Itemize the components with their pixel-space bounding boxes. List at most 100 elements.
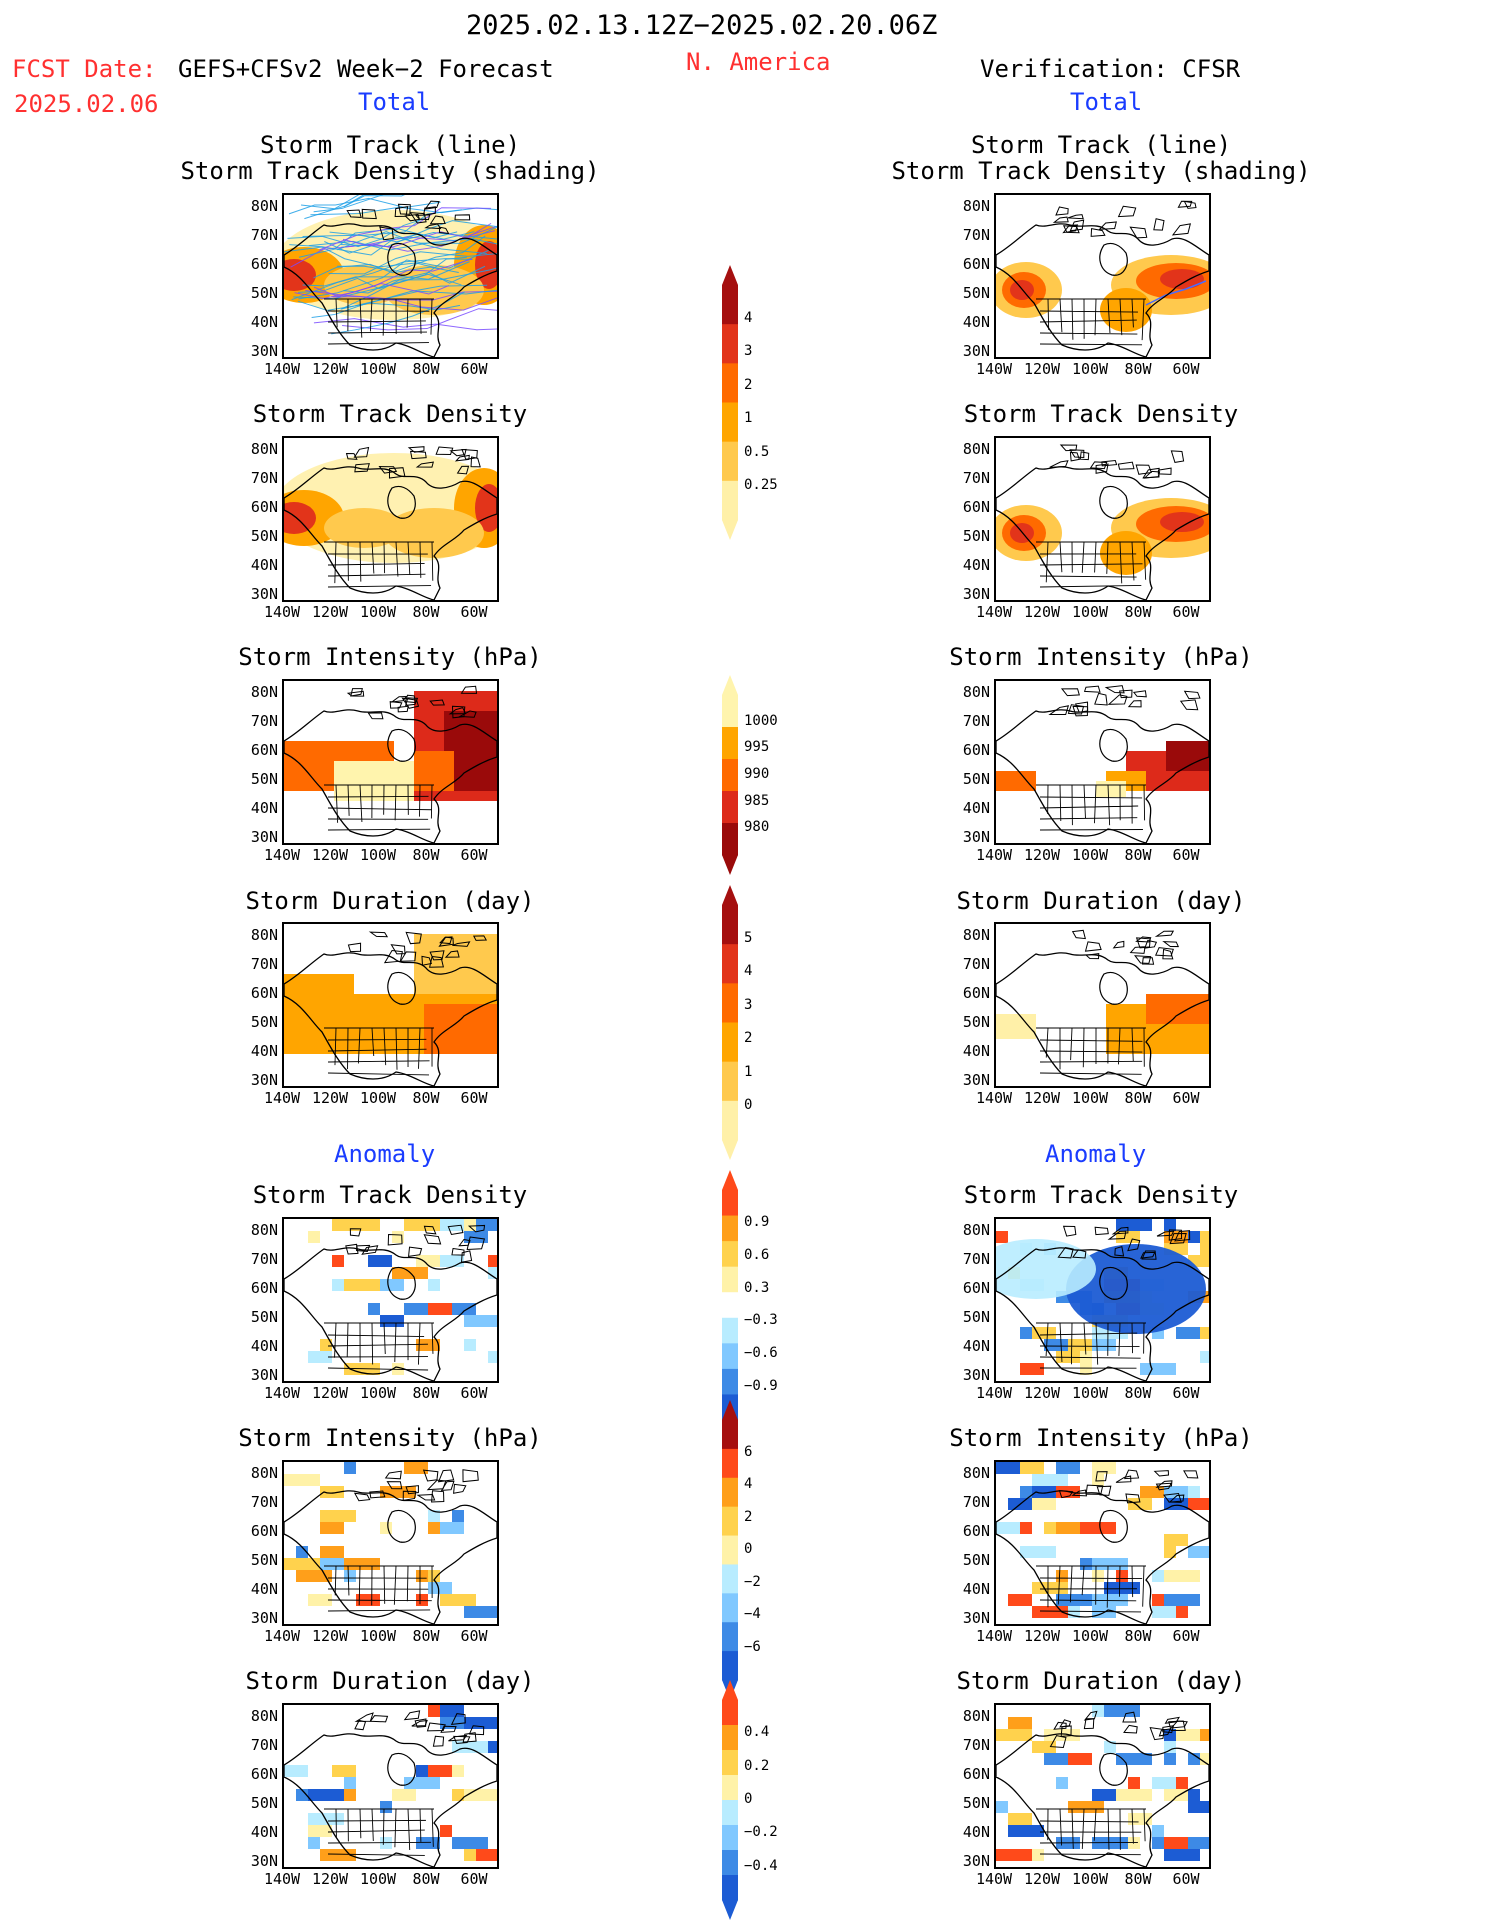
colorbar-segment — [722, 1750, 738, 1776]
island-outline — [456, 465, 470, 475]
island-outline — [435, 446, 454, 455]
shading-cell — [368, 1303, 380, 1315]
island-outline — [1090, 228, 1106, 237]
lon-tick-label: 80W — [1124, 1870, 1152, 1888]
storm-track-line — [313, 258, 473, 298]
lon-tick-label: 100W — [1071, 360, 1109, 378]
island-outline — [1067, 704, 1085, 715]
shading-cell — [1146, 994, 1209, 1024]
lon-tick-label: 100W — [1071, 1089, 1109, 1107]
lat-tick-label: 70N — [250, 712, 278, 730]
colorbar-segment — [722, 823, 738, 856]
island-outline — [345, 453, 358, 460]
shading-cell — [488, 1267, 497, 1279]
island-outline — [1049, 1735, 1067, 1749]
lon-tick-label: 80W — [412, 1627, 440, 1645]
shading-cell — [464, 1339, 476, 1351]
island-outline — [1129, 946, 1146, 954]
coastline — [996, 709, 1209, 843]
island-outline — [354, 463, 370, 473]
lat-tick-label: 80N — [250, 197, 278, 215]
shading-cell — [464, 1789, 497, 1801]
shading-blob — [1066, 1244, 1206, 1334]
shading-cell — [1104, 1582, 1140, 1594]
shading-cell — [1188, 1837, 1209, 1849]
lon-tick-label: 80W — [1124, 1089, 1152, 1107]
island-outline — [461, 448, 478, 460]
island-outline — [1114, 1245, 1125, 1257]
colorbar-tick-label: −0.3 — [744, 1312, 778, 1329]
island-outline — [361, 1245, 379, 1255]
coastline — [996, 466, 1209, 600]
lon-tick-label: 120W — [1023, 360, 1061, 378]
shading-cell — [404, 1303, 428, 1315]
shading-cell — [440, 1705, 464, 1717]
shading-blob — [475, 484, 497, 532]
lat-tick-label: 50N — [250, 284, 278, 302]
lat-tick-label: 40N — [250, 1337, 278, 1355]
island-outline — [388, 467, 406, 479]
island-outline — [1119, 689, 1133, 699]
island-outline — [1162, 948, 1174, 960]
lon-tick-label: 60W — [460, 846, 488, 864]
island-outline — [453, 1483, 467, 1494]
shading-cell — [452, 1303, 476, 1315]
shading-cell — [1056, 1570, 1068, 1582]
island-outline — [411, 1719, 428, 1727]
panel-title-density-anom-right: Storm Track Density — [963, 1181, 1239, 1209]
colorbar-tick-label: 2 — [744, 1508, 753, 1525]
shading-blob — [384, 508, 484, 558]
island-outline — [1129, 226, 1148, 239]
island-outline — [1052, 216, 1069, 223]
shading-cell — [464, 1606, 497, 1618]
colorbar-tick-label: 6 — [744, 1443, 753, 1460]
verification-label: Verification: CFSR — [980, 55, 1241, 83]
colorbar-arrow-bottom — [722, 1900, 738, 1920]
lon-tick-label: 60W — [460, 1384, 488, 1402]
island-outline — [397, 705, 409, 713]
colorbar-segment — [722, 1593, 738, 1623]
colorbar-segment — [722, 363, 738, 403]
island-outline — [1072, 705, 1088, 717]
colorbar-segment — [722, 791, 738, 824]
island-outline — [1125, 1493, 1141, 1504]
island-outline — [1135, 464, 1152, 475]
left-anomaly-label: Anomaly — [334, 1140, 436, 1168]
island-outline — [1132, 690, 1147, 698]
lon-tick-label: 60W — [460, 360, 488, 378]
island-outline — [447, 1224, 464, 1236]
island-outline — [429, 215, 446, 225]
island-outline — [467, 1224, 486, 1233]
fcst-model: GEFS+CFSv2 Week−2 Forecast — [178, 55, 554, 83]
island-outline — [1142, 467, 1160, 479]
lat-tick-label: 40N — [962, 313, 990, 331]
shading-cell — [1188, 1546, 1209, 1558]
shading-cell — [452, 1789, 464, 1801]
island-outline — [407, 1246, 423, 1258]
colorbar-arrow-bottom — [722, 1140, 738, 1160]
shading-cell — [1032, 1486, 1056, 1498]
panel-title-density-anom-left: Storm Track Density — [252, 1181, 528, 1209]
island-outline — [1174, 1230, 1191, 1242]
shading-cell — [308, 1231, 320, 1243]
colorbar-segment — [722, 1535, 738, 1565]
colorbar-segment — [722, 1825, 738, 1851]
shading-cell — [1056, 1462, 1080, 1474]
island-outline — [1127, 700, 1142, 708]
colorbar-tick-label: 0.5 — [744, 443, 770, 460]
colorbar-segment — [722, 983, 738, 1023]
shading-cell — [416, 1594, 428, 1606]
colorbar-segment — [722, 1061, 738, 1102]
shading-cell — [428, 1510, 440, 1522]
colorbar-segment — [722, 1700, 738, 1726]
island-outline — [1062, 224, 1079, 234]
colorbar-duration-anom — [722, 1680, 738, 1920]
lat-tick-label: 50N — [962, 1013, 990, 1031]
lon-tick-label: 60W — [1172, 1627, 1200, 1645]
island-outline — [423, 1225, 437, 1235]
island-outline — [437, 1469, 455, 1483]
island-outline — [424, 223, 442, 230]
lon-tick-label: 140W — [975, 1384, 1013, 1402]
map-canvas — [996, 1219, 1209, 1381]
island-outline — [452, 941, 471, 947]
